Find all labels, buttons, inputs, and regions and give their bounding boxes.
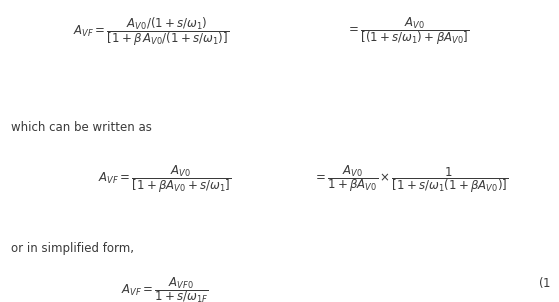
Text: $= \dfrac{A_{V0}}{1 + \beta A_{V0}} \times \dfrac{1}{[1 + s/\omega_1(1 + \beta A: $= \dfrac{A_{V0}}{1 + \beta A_{V0}} \tim… <box>313 163 509 195</box>
Text: $(1$: $(1$ <box>538 275 551 290</box>
Text: which can be written as: which can be written as <box>11 121 152 134</box>
Text: $A_{VF} = \dfrac{A_{VF0}}{1 + s/\omega_{1F}}$: $A_{VF} = \dfrac{A_{VF0}}{1 + s/\omega_{… <box>121 275 209 302</box>
Text: $A_{VF} = \dfrac{A_{V0}/(1 + s/\omega_1)}{[1 + \beta\, A_{V0}/(1 + s/\omega_1)]}: $A_{VF} = \dfrac{A_{V0}/(1 + s/\omega_1)… <box>73 15 229 48</box>
Text: or in simplified form,: or in simplified form, <box>11 242 134 255</box>
Text: $A_{VF} = \dfrac{A_{V0}}{[1 + \beta A_{V0} + s/\omega_1]}$: $A_{VF} = \dfrac{A_{V0}}{[1 + \beta A_{V… <box>98 163 231 195</box>
Text: $= \dfrac{A_{V0}}{[(1 + s/\omega_1) + \beta A_{V0}]}$: $= \dfrac{A_{V0}}{[(1 + s/\omega_1) + \b… <box>347 15 470 47</box>
